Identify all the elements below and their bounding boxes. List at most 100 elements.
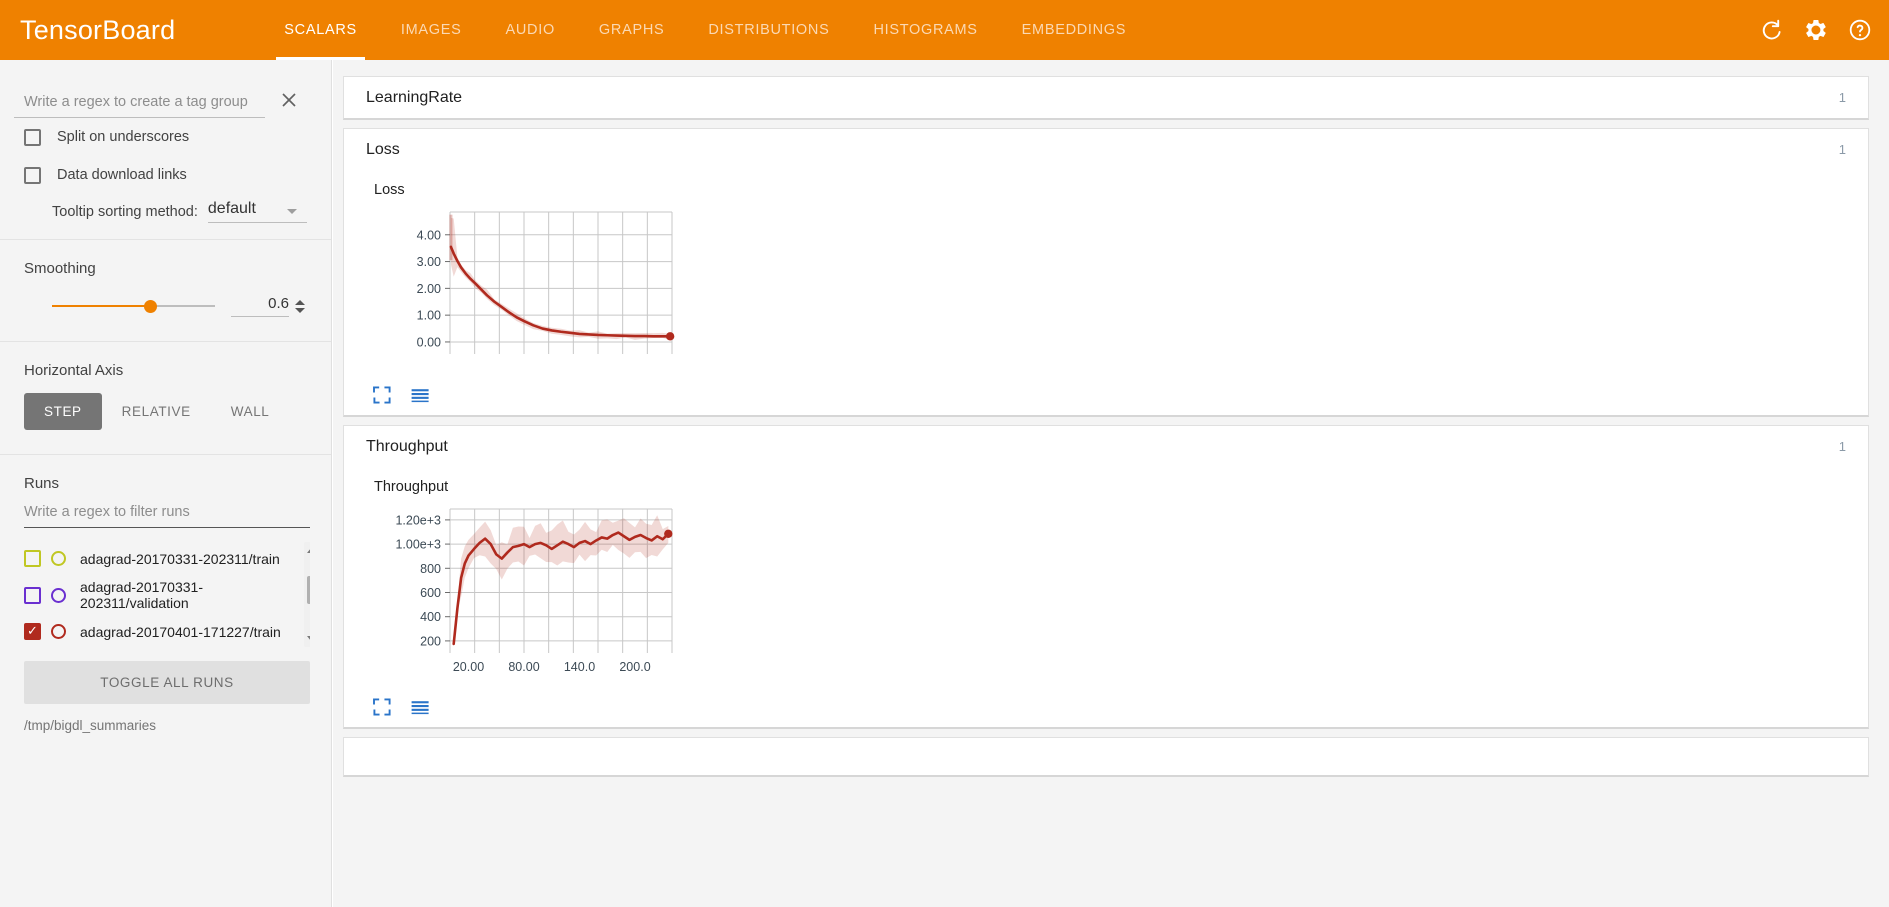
tab-embeddings[interactable]: EMBEDDINGS <box>1000 0 1149 60</box>
card-title: Loss <box>366 140 400 158</box>
run-item[interactable]: adagrad-20170331-202311/train <box>24 542 310 575</box>
run-checkbox[interactable] <box>24 586 41 604</box>
tab-label: GRAPHS <box>598 22 665 38</box>
data-download-links-checkbox[interactable] <box>24 166 41 184</box>
run-color-swatch[interactable] <box>51 551 66 566</box>
tab-scalars[interactable]: SCALARS <box>262 0 379 60</box>
header-actions <box>1759 0 1873 60</box>
expand-chart-icon[interactable] <box>372 697 392 717</box>
toggle-yaxis-icon[interactable] <box>410 385 430 405</box>
chart-throughput[interactable]: 200 400 600 800 1.00e+3 1.20e+3 20.00 80.00 140.… <box>344 501 1868 691</box>
run-item[interactable]: adagrad-20170331-202311/validation <box>24 575 310 615</box>
haxis-option-wall[interactable]: WALL <box>230 404 270 419</box>
card-throughput: Throughput 1 Throughput 200 400 600 800 1.00… <box>343 425 1869 729</box>
horizontal-axis-heading: Horizontal Axis <box>24 362 124 379</box>
tab-audio[interactable]: AUDIO <box>484 0 577 60</box>
svg-text:1.00: 1.00 <box>417 309 441 323</box>
scrollbar-thumb[interactable] <box>307 576 310 604</box>
tab-images[interactable]: IMAGES <box>379 0 484 60</box>
card-header-learningrate[interactable]: LearningRate 1 <box>344 77 1868 118</box>
svg-text:0.00: 0.00 <box>417 335 441 349</box>
svg-text:4.00: 4.00 <box>417 228 441 242</box>
run-checkbox[interactable]: ✓ <box>24 623 41 640</box>
chart-loss[interactable]: 0.00 1.00 2.00 3.00 4.00 <box>344 204 1868 379</box>
scroll-down-icon[interactable] <box>307 636 310 641</box>
runs-scrollbar[interactable] <box>304 542 310 647</box>
run-label: adagrad-20170331-202311/train <box>80 550 280 567</box>
tab-label: EMBEDDINGS <box>1021 22 1127 38</box>
card-header-loss[interactable]: Loss 1 <box>344 129 1868 170</box>
refresh-icon[interactable] <box>1759 17 1785 43</box>
expand-chart-icon[interactable] <box>372 385 392 405</box>
haxis-option-step[interactable]: STEP <box>24 393 102 430</box>
tab-histograms[interactable]: HISTOGRAMS <box>851 0 999 60</box>
tab-label: DISTRIBUTIONS <box>708 22 830 38</box>
tooltip-sorting-value: default <box>207 200 256 217</box>
app-title: TensorBoard <box>20 14 176 45</box>
card-body-throughput: Throughput 200 400 600 800 1.00e+3 1.20e+3 20.… <box>344 467 1868 727</box>
tab-label: AUDIO <box>505 22 555 38</box>
run-label: adagrad-20170401-171227/train <box>80 623 281 640</box>
divider <box>0 341 331 342</box>
run-color-swatch[interactable] <box>51 624 66 639</box>
card-count-badge: 1 <box>1838 90 1846 105</box>
chart-actions-throughput <box>344 691 1868 717</box>
svg-text:200: 200 <box>420 634 441 648</box>
run-color-swatch[interactable] <box>51 587 66 603</box>
card-header-throughput[interactable]: Throughput 1 <box>344 426 1868 467</box>
toggle-yaxis-icon[interactable] <box>410 697 430 717</box>
card-title: LearningRate <box>366 88 463 106</box>
slider-fill <box>52 305 150 307</box>
main-content: LearningRate 1 Loss 1 Loss 0.00 1.00 2.00 3… <box>333 60 1889 907</box>
throughput-chart-svg[interactable]: 200 400 600 800 1.00e+3 1.20e+3 20.00 80.00 140.… <box>352 501 1052 691</box>
run-item[interactable]: ✓ adagrad-20170401-171227/train <box>24 615 310 647</box>
toggle-all-runs-button[interactable]: TOGGLE ALL RUNS <box>24 661 310 704</box>
smoothing-row: 0.6 <box>0 277 331 341</box>
tab-graphs[interactable]: GRAPHS <box>577 0 686 60</box>
tooltip-sorting-label: Tooltip sorting method: <box>52 204 198 220</box>
svg-text:600: 600 <box>420 586 441 600</box>
smoothing-slider[interactable] <box>52 296 215 316</box>
tab-label: IMAGES <box>400 22 462 38</box>
slider-knob[interactable] <box>143 300 157 313</box>
svg-text:20.00: 20.00 <box>453 660 484 674</box>
scroll-up-icon[interactable] <box>307 548 310 553</box>
settings-gear-icon[interactable] <box>1803 17 1829 43</box>
haxis-option-relative[interactable]: RELATIVE <box>121 404 191 419</box>
tab-label: SCALARS <box>284 22 357 38</box>
runs-list[interactable]: adagrad-20170331-202311/train adagrad-20… <box>24 542 310 647</box>
help-question-icon[interactable] <box>1847 17 1873 43</box>
app-header: TensorBoard SCALARS IMAGES AUDIO GRAPHS … <box>0 0 1889 60</box>
svg-text:2.00: 2.00 <box>417 282 441 296</box>
loss-chart-svg[interactable]: 0.00 1.00 2.00 3.00 4.00 <box>352 204 1052 379</box>
card-learningrate: LearningRate 1 <box>343 76 1869 120</box>
tooltip-sorting-select[interactable]: default <box>207 200 307 223</box>
run-label: adagrad-20170331-202311/validation <box>80 579 203 611</box>
chart-actions-loss <box>344 379 1868 405</box>
svg-text:140.0: 140.0 <box>564 660 595 674</box>
stepper-down-icon[interactable] <box>295 307 305 313</box>
split-on-underscores-checkbox[interactable] <box>24 128 41 146</box>
sidebar: Split on underscores Data download links… <box>0 60 332 907</box>
divider <box>0 239 331 240</box>
svg-text:1.00e+3: 1.00e+3 <box>395 538 441 552</box>
tag-group-regex-input[interactable] <box>14 94 265 118</box>
data-download-links-row[interactable]: Data download links <box>0 156 331 194</box>
tab-distributions[interactable]: DISTRIBUTIONS <box>686 0 851 60</box>
split-on-underscores-row[interactable]: Split on underscores <box>0 118 331 156</box>
close-icon[interactable] <box>271 82 307 118</box>
run-checkbox[interactable] <box>24 550 41 567</box>
smoothing-value-box[interactable]: 0.6 <box>231 295 289 317</box>
card-count-badge: 1 <box>1838 439 1846 454</box>
smoothing-stepper[interactable] <box>293 299 307 313</box>
svg-text:800: 800 <box>420 562 441 576</box>
stepper-up-icon[interactable] <box>295 299 305 305</box>
tab-label: HISTOGRAMS <box>873 22 978 38</box>
runs-filter-input[interactable] <box>24 504 310 528</box>
svg-text:80.00: 80.00 <box>508 660 539 674</box>
tag-group-row <box>0 60 331 118</box>
svg-text:1.20e+3: 1.20e+3 <box>395 513 441 527</box>
chevron-down-icon <box>287 209 297 214</box>
checkmark-icon: ✓ <box>27 624 38 639</box>
smoothing-value: 0.6 <box>268 295 289 312</box>
